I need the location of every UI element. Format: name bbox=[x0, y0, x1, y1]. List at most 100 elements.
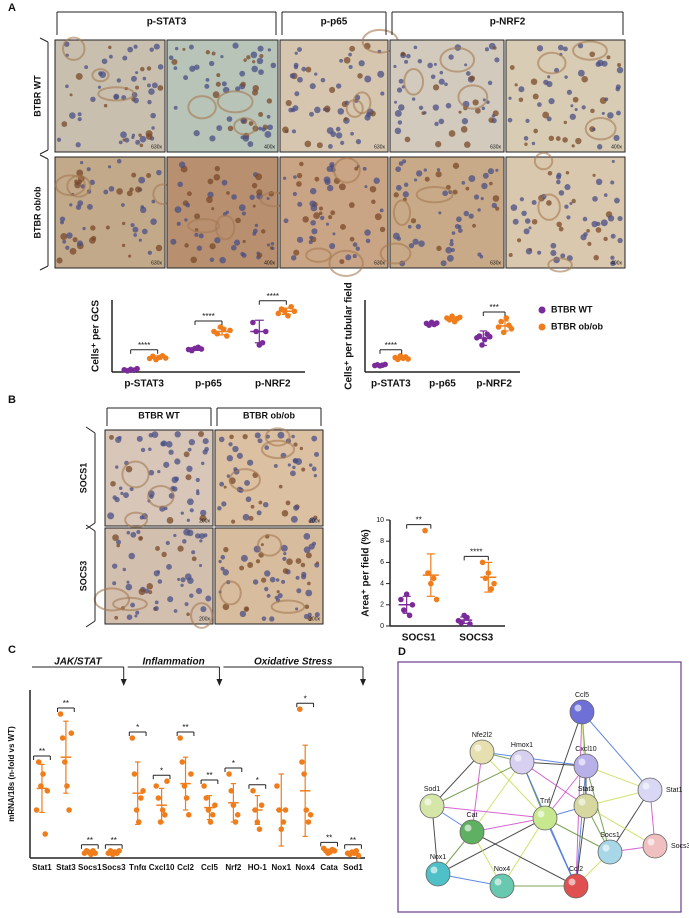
x-tick-label: p-NRF2 bbox=[255, 379, 291, 390]
nucleus bbox=[477, 208, 481, 212]
nucleus bbox=[139, 143, 144, 148]
nucleus bbox=[329, 243, 336, 250]
nucleus bbox=[577, 69, 585, 77]
node-label: Cat bbox=[467, 812, 478, 819]
nucleus bbox=[199, 539, 203, 543]
nucleus bbox=[122, 567, 126, 572]
nucleus bbox=[163, 461, 170, 468]
nucleus bbox=[290, 470, 296, 477]
nucleus bbox=[135, 610, 140, 615]
column-header: p-STAT3 bbox=[147, 17, 187, 28]
network-edge bbox=[471, 761, 523, 833]
nucleus bbox=[255, 559, 261, 564]
nucleus bbox=[174, 458, 181, 465]
nucleus bbox=[523, 136, 529, 141]
nucleus bbox=[301, 66, 307, 72]
data-point bbox=[508, 326, 515, 332]
nucleus bbox=[296, 236, 304, 243]
nucleus bbox=[322, 107, 327, 111]
nucleus bbox=[256, 510, 262, 516]
nucleus bbox=[314, 72, 318, 76]
data-point bbox=[140, 788, 146, 794]
nucleus bbox=[223, 546, 229, 553]
x-tick-label: HO-1 bbox=[248, 863, 268, 872]
data-point bbox=[430, 575, 437, 582]
nucleus bbox=[242, 135, 250, 142]
nucleus bbox=[121, 221, 126, 226]
legend-marker bbox=[538, 306, 546, 314]
nucleus bbox=[484, 47, 489, 52]
nucleus bbox=[207, 191, 214, 198]
nucleus bbox=[198, 431, 205, 437]
nucleus bbox=[329, 86, 336, 93]
nucleus bbox=[248, 121, 254, 126]
node-shine bbox=[602, 844, 610, 852]
nucleus bbox=[251, 65, 259, 73]
nucleus bbox=[562, 46, 568, 52]
data-point bbox=[422, 527, 428, 534]
nucleus bbox=[433, 62, 437, 66]
nucleus bbox=[133, 97, 139, 104]
micrograph-bg bbox=[104, 429, 214, 527]
nucleus bbox=[514, 83, 518, 87]
tubule bbox=[537, 193, 561, 221]
nucleus bbox=[358, 60, 365, 67]
nucleus bbox=[126, 614, 133, 621]
nucleus bbox=[209, 135, 216, 142]
nucleus bbox=[295, 575, 300, 580]
nucleus bbox=[308, 463, 313, 467]
nucleus bbox=[310, 220, 316, 226]
y-axis-label: Cells⁺ per tubular field bbox=[344, 282, 355, 390]
tubule bbox=[333, 157, 361, 184]
data-point bbox=[405, 356, 411, 362]
nucleus bbox=[364, 185, 368, 189]
nucleus bbox=[509, 65, 515, 70]
nucleus bbox=[214, 165, 221, 172]
micrograph: 630x bbox=[54, 36, 166, 153]
nucleus bbox=[214, 237, 221, 244]
nucleus bbox=[198, 233, 204, 239]
nucleus bbox=[151, 82, 158, 89]
nucleus bbox=[427, 62, 433, 69]
nucleus bbox=[183, 75, 189, 81]
nucleus bbox=[591, 220, 598, 228]
tubule bbox=[187, 95, 217, 120]
nucleus bbox=[293, 249, 300, 256]
nucleus bbox=[328, 215, 333, 220]
data-point bbox=[209, 812, 216, 818]
nucleus bbox=[240, 554, 248, 562]
nucleus bbox=[222, 569, 229, 576]
bracket bbox=[85, 522, 96, 530]
data-point bbox=[138, 795, 144, 801]
magnification: 630x bbox=[374, 260, 385, 266]
nucleus bbox=[202, 438, 209, 445]
nucleus bbox=[97, 85, 102, 89]
nucleus bbox=[494, 57, 500, 63]
x-tick-label: Sod1 bbox=[343, 863, 363, 872]
nucleus bbox=[461, 181, 466, 185]
nucleus bbox=[138, 238, 142, 242]
nucleus bbox=[482, 172, 489, 179]
nucleus bbox=[123, 492, 129, 499]
nucleus bbox=[211, 207, 215, 211]
nucleus bbox=[593, 254, 599, 261]
data-point bbox=[476, 333, 483, 339]
tubule bbox=[62, 36, 86, 61]
nucleus bbox=[200, 606, 207, 613]
nucleus bbox=[446, 254, 454, 262]
data-point bbox=[403, 591, 410, 597]
node-shine bbox=[568, 878, 576, 886]
nucleus bbox=[194, 213, 201, 220]
tubule bbox=[256, 534, 283, 557]
data-point bbox=[57, 711, 64, 717]
nucleus bbox=[297, 76, 303, 83]
nucleus bbox=[463, 210, 470, 217]
nucleus bbox=[206, 196, 213, 204]
nucleus bbox=[76, 240, 83, 247]
nucleus bbox=[569, 201, 573, 205]
y-axis-label: mRNA/18s (n-fold vs WT) bbox=[7, 726, 16, 822]
nucleus bbox=[315, 561, 320, 565]
nucleus bbox=[238, 204, 246, 211]
nucleus bbox=[508, 252, 513, 257]
nucleus bbox=[445, 246, 453, 254]
